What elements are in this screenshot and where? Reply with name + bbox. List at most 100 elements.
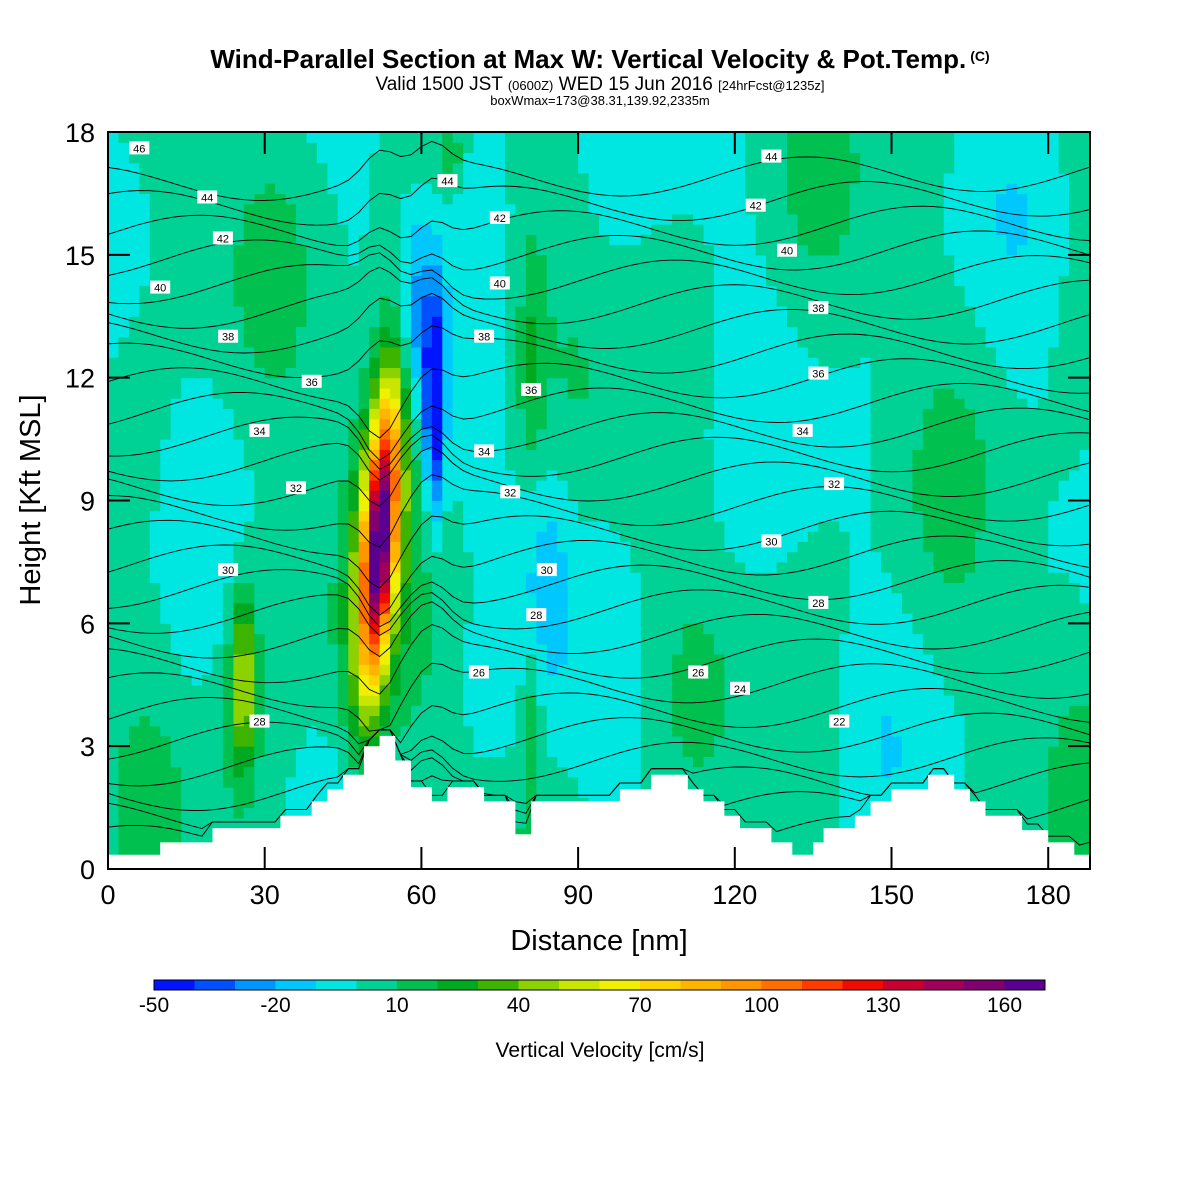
velocity-cell: [619, 172, 631, 184]
velocity-cell: [421, 756, 433, 768]
velocity-cell: [578, 183, 590, 194]
velocity-cell: [473, 746, 485, 757]
velocity-cell: [275, 561, 287, 573]
velocity-cell: [630, 551, 642, 563]
velocity-cell: [682, 490, 694, 502]
velocity-cell: [734, 224, 746, 235]
velocity-cell: [557, 285, 569, 297]
velocity-cell: [766, 633, 778, 645]
velocity-cell: [515, 469, 527, 481]
velocity-cell: [713, 756, 725, 768]
velocity-cell: [682, 275, 694, 287]
velocity-cell: [515, 265, 527, 276]
velocity-cell: [651, 357, 663, 368]
velocity-cell: [160, 623, 172, 635]
velocity-cell: [296, 162, 307, 174]
velocity-cell: [442, 551, 454, 563]
velocity-cell: [306, 643, 318, 655]
velocity-cell: [682, 398, 694, 409]
velocity-cell: [421, 602, 433, 614]
velocity-cell: [306, 367, 318, 379]
velocity-cell: [191, 132, 203, 143]
velocity-cell: [766, 377, 778, 389]
velocity-cell: [494, 265, 506, 276]
velocity-cell: [661, 408, 673, 420]
velocity-cell: [787, 459, 798, 471]
velocity-cell: [661, 725, 673, 737]
velocity-cell: [599, 459, 610, 471]
velocity-cell: [233, 490, 245, 502]
velocity-cell: [828, 735, 840, 747]
velocity-cell: [640, 531, 652, 542]
velocity-cell: [484, 521, 496, 532]
velocity-cell: [400, 490, 412, 502]
velocity-cell: [212, 766, 224, 778]
velocity-cell: [755, 285, 767, 297]
velocity-cell: [578, 152, 590, 164]
velocity-cell: [400, 295, 412, 307]
velocity-cell: [275, 500, 287, 512]
velocity-cell: [745, 582, 757, 594]
velocity-cell: [536, 551, 548, 563]
velocity-cell: [327, 541, 339, 553]
velocity-cell: [745, 408, 757, 420]
velocity-cell: [525, 592, 537, 604]
velocity-cell: [327, 613, 339, 624]
velocity-cell: [588, 234, 600, 246]
velocity-cell: [264, 490, 276, 502]
velocity-cell: [787, 254, 798, 266]
velocity-cell: [682, 633, 694, 645]
velocity-cell: [212, 582, 224, 594]
velocity-cell: [682, 561, 694, 573]
velocity-cell: [254, 776, 266, 788]
velocity-cell: [630, 306, 642, 317]
velocity-cell: [181, 244, 193, 256]
velocity-cell: [400, 142, 412, 153]
velocity-cell: [484, 633, 496, 645]
velocity-cell: [160, 817, 172, 829]
velocity-cell: [139, 275, 151, 287]
velocity-cell: [609, 428, 621, 440]
velocity-cell: [619, 132, 631, 143]
velocity-cell: [630, 613, 642, 624]
velocity-cell: [619, 766, 631, 778]
velocity-cell: [202, 592, 213, 604]
velocity-cell: [170, 490, 182, 502]
velocity-cell: [630, 172, 642, 184]
velocity-cell: [108, 705, 119, 716]
velocity-cell: [149, 162, 161, 174]
velocity-cell: [202, 172, 213, 184]
velocity-cell: [202, 449, 213, 461]
velocity-cell: [275, 162, 287, 174]
velocity-cell: [766, 275, 778, 287]
velocity-cell: [327, 500, 339, 512]
velocity-cell: [494, 633, 506, 645]
velocity-cell: [828, 807, 840, 819]
velocity-cell: [316, 776, 328, 788]
velocity-cell: [421, 469, 433, 481]
velocity-cell: [202, 684, 213, 696]
velocity-cell: [369, 664, 381, 676]
velocity-cell: [264, 367, 276, 379]
velocity-cell: [285, 510, 297, 522]
velocity-cell: [745, 183, 757, 194]
velocity-cell: [442, 746, 454, 757]
velocity-cell: [724, 193, 736, 205]
velocity-cell: [463, 285, 475, 297]
velocity-cell: [191, 797, 203, 809]
velocity-cell: [212, 480, 224, 491]
velocity-cell: [713, 285, 725, 297]
velocity-cell: [348, 715, 360, 727]
velocity-cell: [776, 183, 788, 194]
velocity-cell: [672, 132, 684, 143]
velocity-cell: [139, 838, 151, 850]
velocity-cell: [275, 725, 287, 737]
velocity-cell: [233, 326, 245, 338]
velocity-cell: [599, 787, 610, 798]
velocity-cell: [651, 449, 663, 461]
velocity-cell: [400, 510, 412, 522]
velocity-cell: [463, 316, 475, 328]
velocity-cell: [170, 172, 182, 184]
velocity-cell: [463, 490, 475, 502]
velocity-cell: [296, 490, 307, 502]
